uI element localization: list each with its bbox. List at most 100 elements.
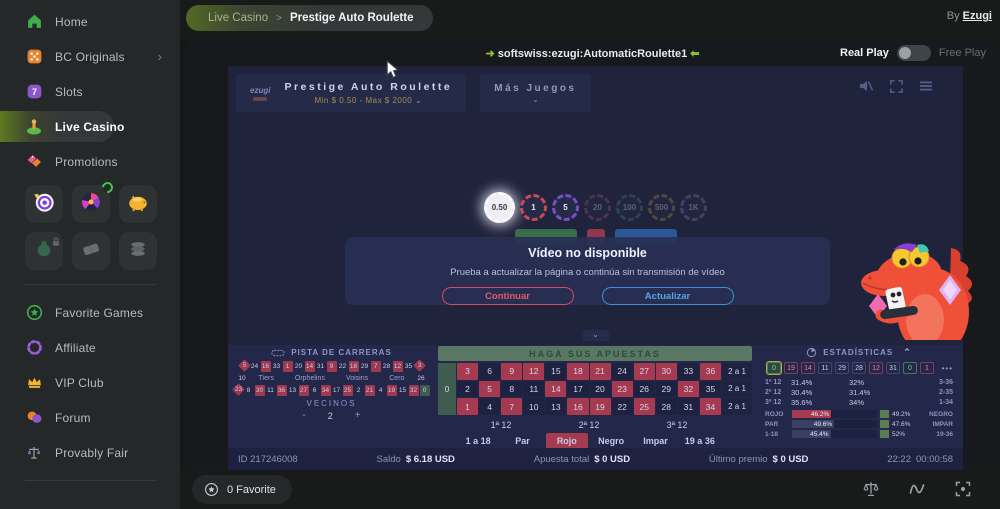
bet-number-10[interactable]: 10 [523, 398, 545, 415]
racetrack-number-27[interactable]: 27 [298, 385, 309, 396]
shortcut-lucky-wheel-icon[interactable] [72, 179, 116, 223]
sector-voisins[interactable]: Voisins [345, 375, 369, 382]
real-play-label[interactable]: Real Play [840, 47, 889, 59]
racetrack-number-14[interactable]: 14 [304, 361, 315, 372]
bet-number-29[interactable]: 29 [655, 380, 677, 398]
sidebar-item-provably-fair[interactable]: Provably Fair [0, 435, 180, 470]
sidebar-item-home[interactable]: Home [0, 4, 180, 39]
bet-number-21[interactable]: 21 [589, 363, 611, 380]
racetrack-number-21[interactable]: 21 [364, 385, 375, 396]
bet-number-6[interactable]: 6 [479, 363, 501, 380]
chip-5[interactable]: 5 [552, 194, 579, 221]
chip-1[interactable]: 1 [520, 194, 547, 221]
bet-number-8[interactable]: 8 [501, 380, 523, 398]
sector-tiers[interactable]: Tiers [258, 375, 274, 382]
racetrack-number-19[interactable]: 19 [386, 385, 397, 396]
shortcut-vault-icon[interactable] [25, 232, 63, 270]
sidebar-item-favorite-games[interactable]: Favorite Games [0, 295, 180, 330]
racetrack-number-34[interactable]: 34 [320, 385, 331, 396]
bet-number-31[interactable]: 31 [677, 398, 699, 415]
racetrack-number-8[interactable]: 8 [246, 387, 251, 394]
bet-number-27[interactable]: 27 [633, 363, 655, 380]
sidebar-item-forum[interactable]: Forum [0, 400, 180, 435]
sidebar-item-slots[interactable]: 7 Slots [0, 74, 180, 109]
provider-link[interactable]: Ezugi [962, 10, 992, 22]
bet-outside-impar[interactable]: Impar [643, 436, 668, 446]
racetrack-number-33[interactable]: 33 [272, 363, 281, 370]
racetrack-number-13[interactable]: 13 [288, 387, 297, 394]
bet-number-32[interactable]: 32 [677, 380, 699, 398]
racetrack-number-30[interactable]: 30 [254, 385, 265, 396]
bet-number-17[interactable]: 17 [567, 380, 589, 398]
breadcrumb[interactable]: Live Casino > Prestige Auto Roulette [186, 5, 434, 31]
bet-number-1[interactable]: 1 [457, 398, 479, 415]
bet-number-5[interactable]: 5 [479, 380, 501, 398]
bet-number-25[interactable]: 25 [633, 398, 655, 415]
racetrack-number-9[interactable]: 9 [326, 361, 337, 372]
bet-number-22[interactable]: 22 [611, 398, 633, 415]
racetrack-number-25[interactable]: 25 [342, 385, 353, 396]
chip-0.50[interactable]: 0.50 [484, 192, 515, 223]
shortcut-spin-target-icon[interactable] [25, 185, 63, 223]
bet-outside-1-a-18[interactable]: 1 a 18 [465, 436, 491, 446]
live-wave-icon[interactable] [908, 480, 926, 498]
bet-number-18[interactable]: 18 [567, 363, 589, 380]
bet-number-20[interactable]: 20 [589, 380, 611, 398]
sector-cero[interactable]: Cero [389, 375, 405, 382]
bet-column[interactable]: 2 a 1 [722, 363, 752, 380]
more-games-button[interactable]: Más Juegos ⌄ [480, 74, 591, 112]
sidebar-item-vip-club[interactable]: VIP Club [0, 365, 180, 400]
shortcut-piggy-bank-icon[interactable] [119, 185, 157, 223]
racetrack-left-number[interactable]: 10 [238, 375, 246, 382]
bet-number-11[interactable]: 11 [523, 380, 545, 398]
bet-number-33[interactable]: 33 [677, 363, 699, 380]
bet-outside-rojo[interactable]: Rojo [545, 433, 588, 449]
bet-number-30[interactable]: 30 [655, 363, 677, 380]
favorite-button[interactable]: 0 Favorite [192, 475, 292, 504]
racetrack-number-12[interactable]: 12 [392, 361, 403, 372]
vecinos-minus-button[interactable]: - [302, 410, 306, 421]
racetrack-number-1[interactable]: 1 [282, 361, 293, 372]
racetrack-number-35[interactable]: 35 [404, 363, 413, 370]
sector-orphelins[interactable]: Orphelins [294, 375, 325, 382]
chevron-up-icon[interactable]: ⌃ [903, 347, 912, 357]
bet-dozen-2-12[interactable]: 2ª 12 [578, 419, 600, 430]
play-mode-toggle[interactable] [896, 45, 931, 61]
bet-number-3[interactable]: 3 [457, 363, 479, 380]
racetrack-number-16[interactable]: 16 [260, 361, 271, 372]
bet-number-35[interactable]: 35 [699, 380, 721, 398]
shortcut-coins-icon[interactable] [119, 232, 157, 270]
bet-outside-negro[interactable]: Negro [598, 436, 625, 446]
balance-scale-icon[interactable] [862, 480, 880, 498]
chip-20[interactable]: 20 [584, 194, 611, 221]
game-title-box[interactable]: ezugi Prestige Auto Roulette Min $ 0.50 … [236, 74, 467, 112]
chip-100[interactable]: 100 [616, 194, 643, 221]
bet-column[interactable]: 2 a 1 [722, 380, 752, 398]
racetrack-number-6[interactable]: 6 [312, 387, 317, 394]
racetrack-number-36[interactable]: 36 [276, 385, 287, 396]
bet-number-4[interactable]: 4 [479, 398, 501, 415]
collapse-bets-button[interactable]: ⌄ [582, 330, 609, 341]
racetrack-number-15[interactable]: 15 [398, 387, 407, 394]
sound-muted-icon[interactable] [857, 78, 875, 94]
sidebar-item-live-casino[interactable]: Live Casino [0, 109, 180, 144]
bet-dozen-3-12[interactable]: 3ª 12 [666, 419, 688, 430]
bet-number-13[interactable]: 13 [545, 398, 567, 415]
menu-icon[interactable] [917, 78, 935, 94]
racetrack-number-28[interactable]: 28 [382, 363, 391, 370]
sidebar-item-bc-originals[interactable]: BC Originals › [0, 39, 180, 74]
racetrack-number-7[interactable]: 7 [370, 361, 381, 372]
racetrack-number-4[interactable]: 4 [378, 387, 383, 394]
bet-number-12[interactable]: 12 [523, 363, 545, 380]
bet-number-28[interactable]: 28 [655, 398, 677, 415]
bet-number-2[interactable]: 2 [457, 380, 479, 398]
bet-number-7[interactable]: 7 [501, 398, 523, 415]
bet-number-23[interactable]: 23 [611, 380, 633, 398]
racetrack-number-32[interactable]: 32 [408, 385, 419, 396]
bet-number-15[interactable]: 15 [545, 363, 567, 380]
bet-number-36[interactable]: 36 [699, 363, 721, 380]
sidebar-item-promotions[interactable]: Promotions [0, 144, 180, 179]
fullscreen-icon[interactable] [954, 480, 972, 498]
bet-dozen-1-12[interactable]: 1ª 12 [490, 419, 512, 430]
bet-outside-19-a-36[interactable]: 19 a 36 [684, 436, 715, 446]
